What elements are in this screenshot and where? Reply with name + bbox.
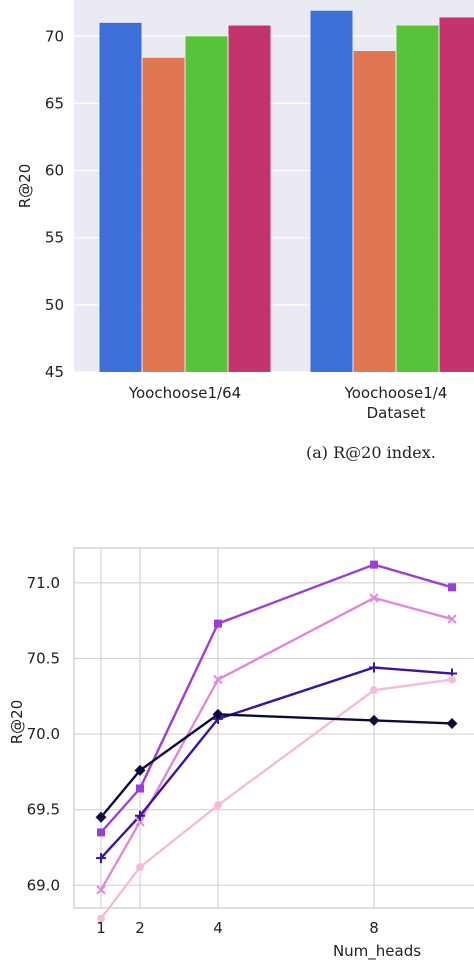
data-point — [447, 614, 457, 624]
line-chart-x-axis-label: Num_heads — [333, 942, 421, 961]
data-point — [214, 619, 222, 628]
bar — [396, 25, 439, 373]
bar-chart-x-axis-label: Dataset — [367, 404, 426, 422]
bar-chart-y-axis-label: R@20 — [16, 164, 34, 209]
bar — [353, 51, 396, 372]
line-chart-y-tick-label: 70.0 — [27, 725, 60, 743]
bar-chart-x-tick-label: Yoochoose1/4 — [344, 384, 448, 402]
bar-chart-caption: (a) R@20 index. — [306, 443, 436, 462]
line-chart-x-tick-label: 4 — [213, 919, 223, 937]
data-point — [369, 593, 379, 603]
data-point — [95, 811, 107, 823]
data-point — [135, 810, 145, 821]
bar — [142, 57, 185, 373]
data-point — [446, 717, 458, 729]
bar-chart-y-tick-label: 50 — [45, 296, 64, 314]
line-chart-frame — [73, 547, 474, 909]
data-point — [368, 714, 380, 726]
bar — [439, 17, 474, 372]
data-point — [213, 674, 223, 685]
data-point — [212, 708, 224, 720]
data-point — [96, 885, 106, 895]
data-point — [135, 817, 145, 827]
bar-chart-y-tick-label: 70 — [45, 27, 64, 45]
data-point — [370, 560, 378, 569]
bar — [99, 22, 142, 373]
bar-chart-y-tick-label: 45 — [45, 363, 64, 381]
bar — [310, 10, 353, 372]
bar-chart: 45 50 55 60 65 70 Yoochoose1/64 Yoochoose1/4 R… — [16, 0, 474, 462]
data-point — [97, 828, 105, 837]
bar — [228, 25, 271, 373]
data-point — [369, 662, 379, 673]
data-point — [448, 675, 456, 684]
data-point — [370, 686, 378, 695]
line-chart-y-axis-label: R@20 — [8, 700, 26, 745]
data-point — [136, 784, 144, 793]
bar-chart-x-tick-label: Yoochoose1/64 — [128, 384, 241, 402]
bar-chart-y-tick-label: 60 — [45, 162, 64, 180]
line-chart: 69.0 69.5 70.0 70.5 71.0 1 2 4 8 R@20 Num_heads — [8, 547, 474, 961]
line-chart-x-tick-label: 2 — [135, 919, 145, 937]
bar-chart-y-tick-label: 55 — [45, 229, 64, 247]
line-chart-x-tick-label: 1 — [96, 919, 106, 937]
bar-chart-y-tick-label: 65 — [45, 94, 64, 112]
line-chart-x-tick-label: 8 — [369, 919, 379, 937]
data-point — [96, 853, 106, 864]
data-point — [448, 583, 456, 592]
data-point — [136, 863, 144, 872]
line-chart-y-tick-label: 69.5 — [27, 801, 60, 819]
bar — [185, 36, 228, 373]
line-chart-y-tick-label: 71.0 — [27, 574, 60, 592]
data-point — [214, 801, 222, 810]
line-chart-y-tick-label: 69.0 — [27, 876, 60, 894]
data-point — [134, 764, 146, 776]
data-point — [97, 914, 105, 923]
line-chart-y-tick-label: 70.5 — [27, 649, 60, 667]
